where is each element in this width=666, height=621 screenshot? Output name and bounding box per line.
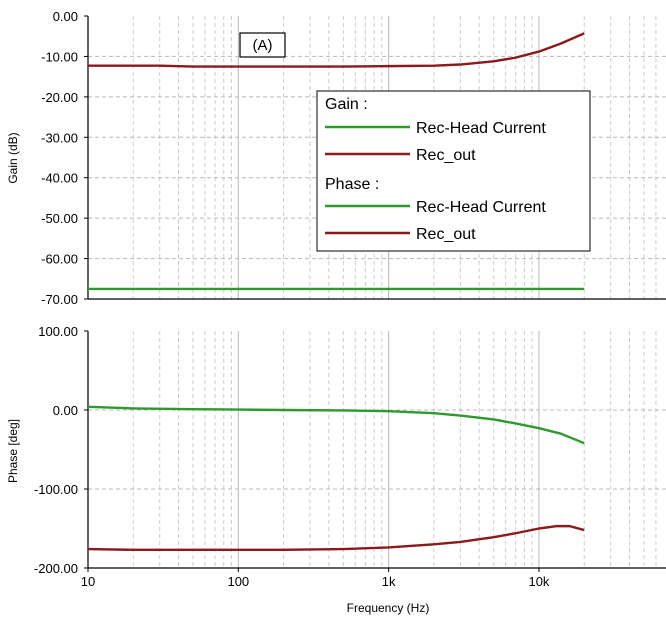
legend-label-phase-rec-out: Rec_out [416, 226, 476, 243]
legend-label-gain-rec-head-current: Rec-Head Current [416, 120, 546, 137]
legend-group-title-gain: Gain : [325, 96, 368, 113]
gain-y-tick-label: -50.00 [41, 211, 78, 226]
legend-group-title-phase: Phase : [325, 176, 379, 193]
gain-y-tick-label: -70.00 [41, 292, 78, 307]
x-tick-label: 1k [382, 574, 396, 589]
legend: Gain : Rec-Head Current Rec_out Phase : … [316, 90, 591, 252]
x-axis-title: Frequency (Hz) [347, 601, 430, 615]
phase-y-tick-label: 100.00 [38, 324, 78, 339]
gain-series-rec-out [88, 32, 585, 68]
gain-y-tick-label: -40.00 [41, 171, 78, 186]
legend-frame [316, 90, 591, 252]
phase-series-rec-out [87, 524, 585, 552]
x-tick-label: 10 [81, 574, 95, 589]
annotation-frame [239, 32, 286, 58]
gain-y-tick-label: -20.00 [41, 90, 78, 105]
legend-label-phase-rec-head-current: Rec-Head Current [416, 199, 546, 216]
gain-y-tick-label: -60.00 [41, 252, 78, 267]
legend-label-gain-rec-out: Rec_out [416, 147, 476, 164]
phase-plot-area [88, 331, 666, 568]
gain-y-tick-label: -30.00 [41, 130, 78, 145]
gain-y-tick-label: 0.00 [53, 9, 78, 24]
x-tick-label: 100 [227, 574, 249, 589]
annotation-label: (A) [253, 37, 273, 54]
annotation-box: (A) [239, 32, 286, 58]
phase-y-axis-title: Phase [deg] [6, 419, 20, 483]
x-tick-label: 10k [528, 574, 549, 589]
phase-y-tick-label: -100.00 [34, 482, 78, 497]
phase-y-tick-label: 0.00 [53, 403, 78, 418]
phase-series-rec-head-current [87, 405, 585, 445]
phase-y-tick-label: -200.00 [34, 561, 78, 576]
gain-y-tick-label: -10.00 [41, 49, 78, 64]
gain-y-axis-title: Gain (dB) [6, 132, 20, 183]
